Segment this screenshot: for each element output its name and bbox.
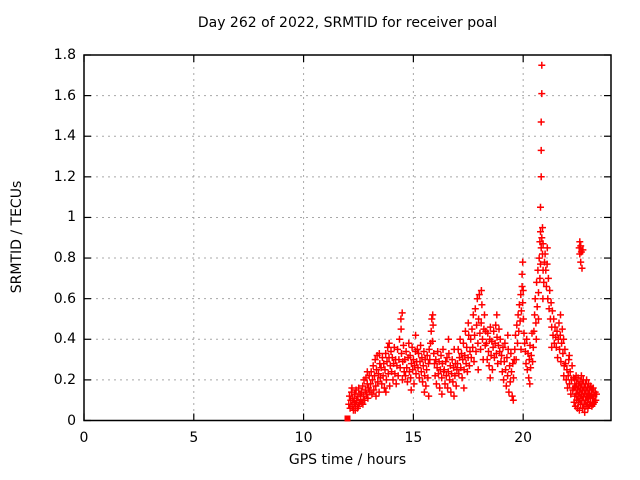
y-tick-label: 0.4 bbox=[53, 331, 76, 348]
y-tick-label: 0.2 bbox=[53, 371, 76, 388]
y-tick-label: 1 bbox=[67, 209, 76, 226]
y-tick-label: 1.6 bbox=[53, 87, 76, 104]
y-tick-label: 0.6 bbox=[53, 290, 76, 307]
x-axis-label: GPS time / hours bbox=[288, 452, 407, 468]
plot-border bbox=[83, 54, 612, 422]
y-tick-label: 1.2 bbox=[53, 168, 76, 185]
chart-title: Day 262 of 2022, SRMTID for receiver poa… bbox=[197, 15, 498, 31]
y-tick-label: 0 bbox=[67, 412, 76, 429]
y-tick-label: 1.4 bbox=[53, 128, 76, 145]
srmtid-start-point bbox=[344, 415, 351, 422]
x-tick-label: 0 bbox=[79, 430, 89, 446]
x-tick-label: 10 bbox=[294, 430, 313, 446]
x-tick-label: 15 bbox=[404, 430, 423, 446]
x-tick-label: 5 bbox=[189, 430, 199, 446]
y-tick-label: 1.8 bbox=[53, 47, 76, 63]
x-tick-label: 20 bbox=[514, 430, 533, 446]
srmtid-points bbox=[345, 61, 600, 416]
y-tick-label: 0.8 bbox=[53, 250, 76, 267]
